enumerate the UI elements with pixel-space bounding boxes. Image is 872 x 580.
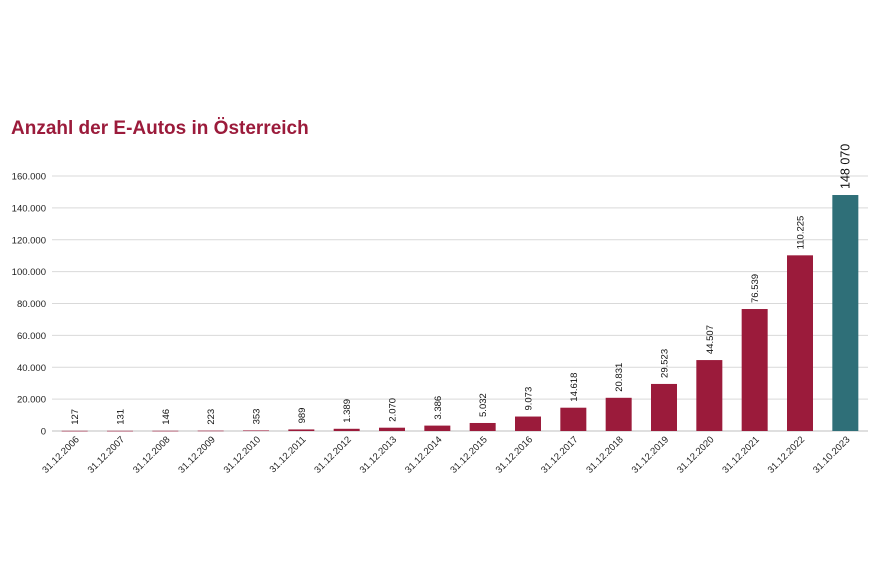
data-label: 2.070 — [388, 398, 399, 422]
y-tick-label: 20.000 — [17, 395, 46, 406]
data-label: 131 — [116, 409, 127, 425]
x-tick-label: 31.12.2013 — [358, 434, 399, 475]
bar — [61, 430, 88, 432]
x-tick-label: 31.12.2007 — [86, 434, 127, 475]
y-tick-label: 160.000 — [12, 172, 46, 183]
x-tick-label: 31.12.2019 — [630, 434, 671, 475]
bar — [333, 428, 360, 431]
bar — [243, 430, 269, 432]
data-label: 989 — [297, 408, 308, 424]
x-tick-label: 31.12.2012 — [312, 434, 353, 475]
x-tick-label: 31.12.2014 — [403, 434, 444, 475]
y-axis-ticks: 0 20.000 40.000 60.000 80.000 100.000 120.000 1… — [12, 172, 46, 438]
data-label: 14.618 — [569, 373, 580, 402]
data-label: 127 — [70, 409, 81, 425]
x-tick-label: 31.12.2018 — [584, 434, 625, 475]
data-label: 5.032 — [478, 393, 489, 417]
data-label: 76.539 — [750, 274, 761, 303]
data-label: 3.386 — [433, 396, 444, 420]
bar — [787, 255, 813, 431]
bars — [61, 195, 859, 432]
x-tick-label: 31.12.2020 — [675, 434, 716, 475]
bar — [379, 427, 405, 431]
bar — [288, 429, 315, 431]
data-label: 353 — [252, 409, 263, 425]
y-tick-label: 60.000 — [17, 331, 46, 342]
y-tick-label: 80.000 — [17, 299, 46, 310]
data-label: 148 070 — [838, 144, 852, 189]
bar — [832, 195, 859, 431]
bar — [469, 422, 496, 431]
bar — [424, 425, 451, 431]
data-label: 110.225 — [796, 216, 807, 250]
bar — [152, 430, 179, 432]
y-tick-label: 120.000 — [12, 235, 46, 246]
x-tick-label: 31.12.2010 — [222, 434, 263, 475]
chart-title: Anzahl der E-Autos in Österreich — [11, 118, 309, 139]
x-tick-label: 31.12.2015 — [448, 434, 489, 475]
x-tick-label: 31.12.2022 — [766, 434, 807, 475]
gridlines — [52, 175, 868, 432]
x-tick-label: 31.12.2008 — [131, 434, 172, 475]
x-tick-label: 31.12.2006 — [40, 434, 81, 475]
y-tick-label: 0 — [41, 427, 46, 438]
x-tick-label: 31.12.2017 — [539, 434, 580, 475]
bar — [696, 360, 723, 431]
data-label: 1.389 — [342, 399, 353, 423]
data-label: 44.507 — [705, 325, 716, 354]
y-tick-label: 40.000 — [17, 363, 46, 374]
data-label: 20.831 — [614, 363, 625, 392]
data-label: 146 — [161, 409, 172, 425]
bar — [605, 397, 632, 431]
y-tick-label: 140.000 — [12, 203, 46, 214]
data-label: 223 — [206, 409, 217, 425]
x-tick-label: 31.12.2021 — [720, 434, 761, 475]
y-tick-label: 100.000 — [12, 267, 46, 278]
bar — [741, 309, 768, 431]
bar — [560, 407, 587, 431]
bar — [107, 430, 133, 432]
bar — [515, 416, 541, 431]
data-labels: 127 131 146 223 353 989 1.389 2.070 3.386 5.032 9.… — [70, 144, 852, 425]
x-tick-label: 31.12.2011 — [268, 434, 309, 475]
bar — [651, 383, 677, 431]
x-tick-label: 31.12.2009 — [176, 434, 217, 475]
data-label: 9.073 — [524, 387, 535, 411]
x-tick-label: 31.10.2023 — [811, 434, 852, 475]
data-label: 29.523 — [660, 349, 671, 378]
x-tick-label: 31.12.2016 — [494, 434, 535, 475]
bar — [197, 430, 224, 432]
x-axis-labels: 31.12.2006 31.12.2007 31.12.2008 31.12.2009… — [40, 434, 852, 475]
